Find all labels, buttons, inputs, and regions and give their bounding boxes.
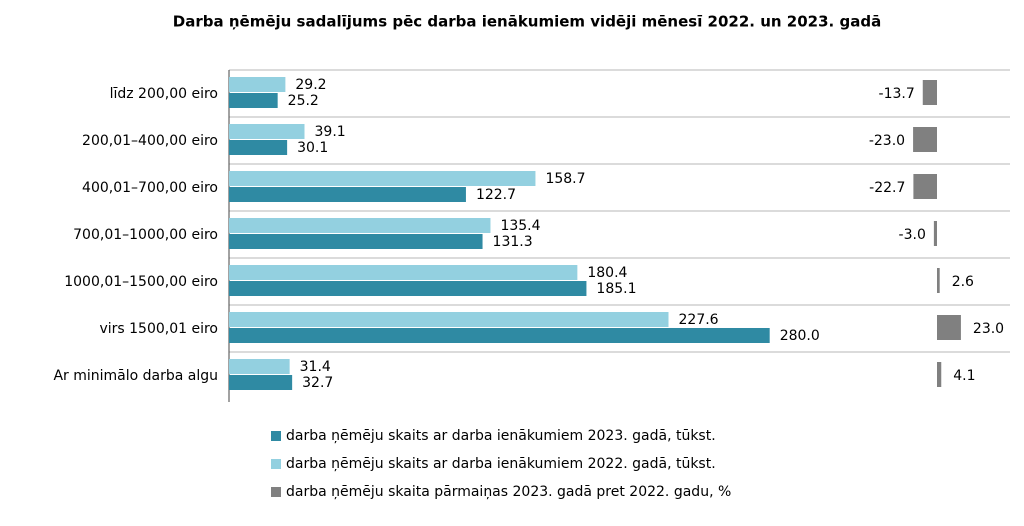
data-label: 227.6 (679, 312, 719, 328)
data-label: 280.0 (780, 328, 820, 344)
change-bar (913, 174, 937, 199)
bar (229, 328, 770, 343)
chart-title: Darba ņēmēju sadalījums pēc darba ienāku… (173, 13, 881, 31)
legend-marker (271, 487, 281, 497)
data-label: 2.6 (952, 274, 974, 290)
change-bar (937, 315, 961, 340)
bar (229, 124, 305, 139)
category-label: 400,01–700,00 eiro (82, 180, 218, 196)
bar (229, 187, 466, 202)
data-label: 39.1 (315, 124, 346, 140)
legend-label: darba ņēmēju skaits ar darba ienākumiem … (286, 456, 716, 472)
change-bar (933, 221, 937, 246)
data-label: 158.7 (545, 171, 585, 187)
bar (229, 218, 491, 233)
bar (229, 265, 578, 280)
data-label: 25.2 (288, 93, 319, 109)
data-label: -3.0 (899, 227, 926, 243)
bar (229, 359, 290, 374)
data-label: 131.3 (493, 234, 533, 250)
bar (229, 140, 288, 155)
data-label: 30.1 (297, 140, 328, 156)
change-bar (937, 268, 940, 293)
bar (229, 375, 293, 390)
data-label: 185.1 (596, 281, 636, 297)
data-label: 180.4 (587, 265, 627, 281)
data-label: -23.0 (869, 133, 905, 149)
category-label: Ar minimālo darba algu (53, 368, 218, 384)
change-bar (913, 127, 937, 152)
data-label: 23.0 (973, 321, 1004, 337)
category-label: virs 1500,01 eiro (99, 321, 218, 337)
legend-marker (271, 431, 281, 441)
legend-label: darba ņēmēju skaita pārmaiņas 2023. gadā… (286, 484, 731, 500)
bar (229, 234, 483, 249)
change-bar (937, 362, 942, 387)
category-label: 1000,01–1500,00 eiro (64, 274, 218, 290)
data-label: -22.7 (869, 180, 905, 196)
legend-label: darba ņēmēju skaits ar darba ienākumiem … (286, 428, 716, 444)
category-label: 700,01–1000,00 eiro (73, 227, 218, 243)
category-label: 200,01–400,00 eiro (82, 133, 218, 149)
bar (229, 93, 278, 108)
data-label: -13.7 (879, 86, 915, 102)
bar (229, 77, 286, 92)
change-bar (922, 80, 937, 105)
data-label: 135.4 (500, 218, 540, 234)
bar (229, 281, 587, 296)
data-label: 122.7 (476, 187, 516, 203)
legend-marker (271, 459, 281, 469)
data-label: 29.2 (295, 77, 326, 93)
category-label: līdz 200,00 eiro (110, 86, 218, 102)
data-label: 32.7 (302, 375, 333, 391)
bar (229, 312, 669, 327)
bar (229, 171, 536, 186)
data-label: 4.1 (953, 368, 975, 384)
data-label: 31.4 (300, 359, 331, 375)
